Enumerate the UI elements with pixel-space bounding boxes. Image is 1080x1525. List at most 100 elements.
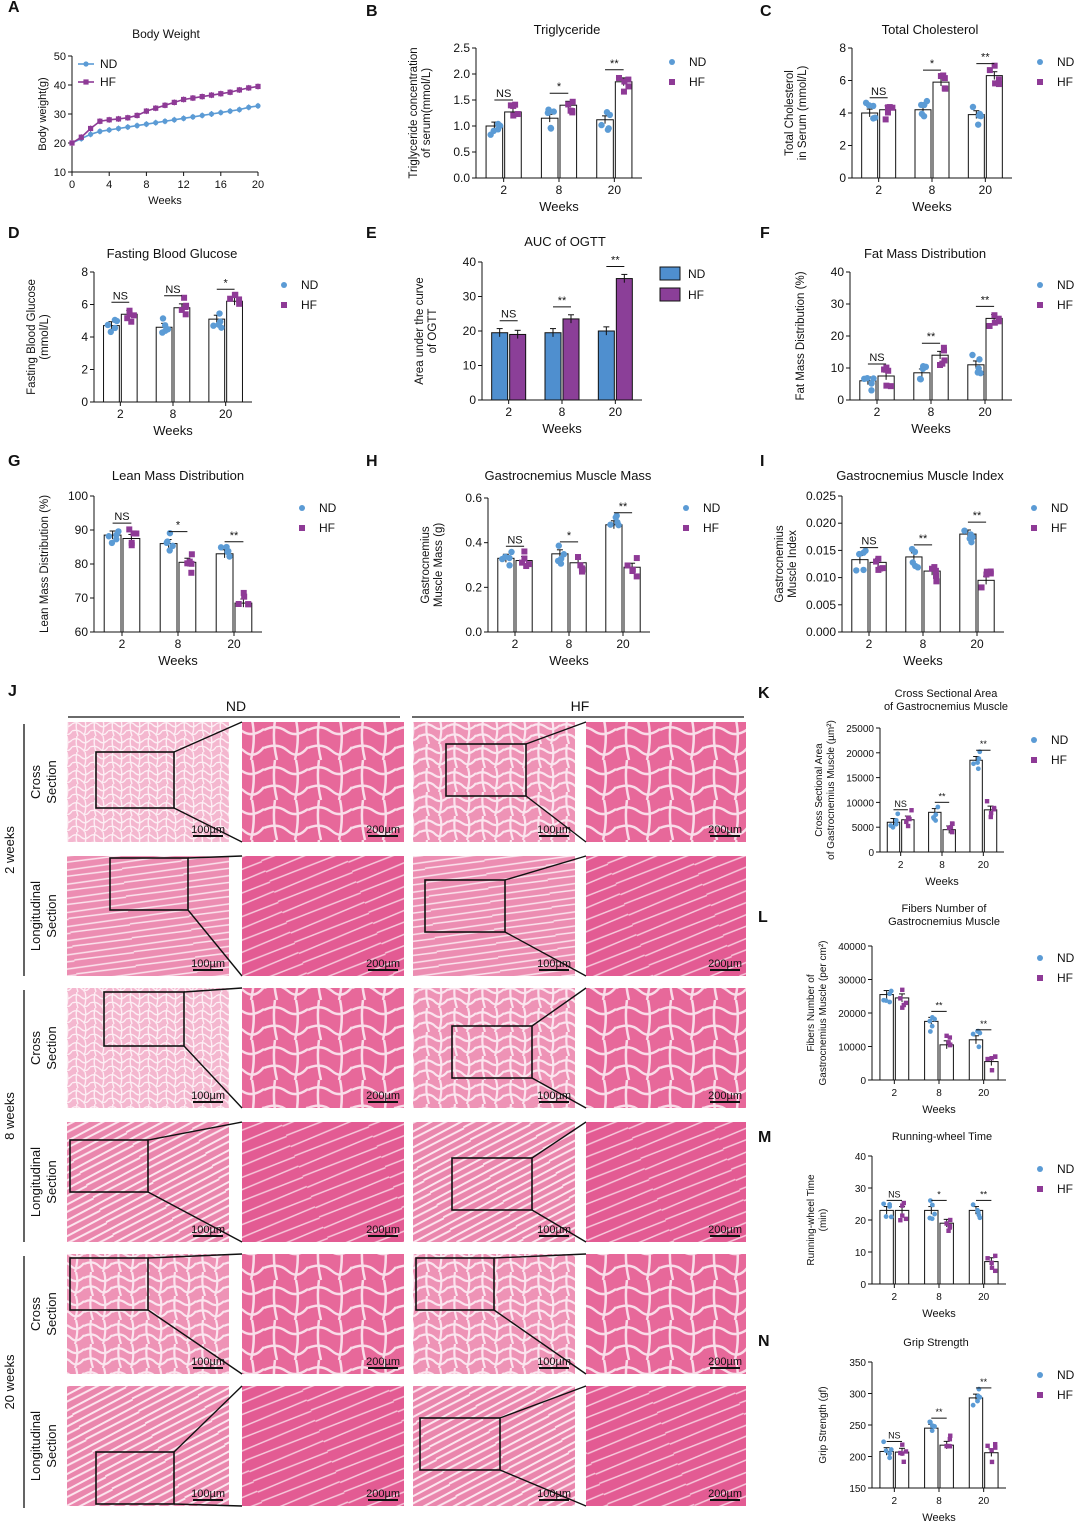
x-tick-label: 2 (875, 183, 882, 197)
data-dot-hf (947, 1436, 953, 1442)
zoom-connector (147, 1121, 243, 1141)
bar-hf-2 (894, 997, 910, 1081)
bar-nd-8 (544, 332, 562, 401)
x-tick-label: 2 (500, 183, 507, 197)
data-dot-hf (991, 805, 997, 811)
y-tick-label: 4 (839, 106, 846, 120)
data-dot-nd (908, 545, 916, 553)
zoom-connector (183, 1045, 243, 1109)
zoom-connector (531, 1077, 587, 1109)
x-axis-label: Weeks (925, 876, 959, 888)
data-dot-nd (169, 542, 176, 550)
data-dot-hf (941, 85, 948, 92)
legend-marker-nd (1037, 1372, 1043, 1378)
data-dot-nd (927, 1198, 933, 1204)
data-dot-nd (883, 1448, 889, 1454)
data-dot-hf (188, 569, 195, 576)
legend-label-nd: ND (1057, 1162, 1075, 1176)
y-tick-label: 0.010 (806, 571, 836, 585)
data-dot-nd (508, 548, 515, 556)
zoom-connector (147, 1253, 243, 1259)
legend-label-hf: HF (1057, 1182, 1073, 1196)
scale-bar-label: 100µm (191, 1488, 225, 1500)
x-tick-label: 8 (936, 1292, 942, 1303)
y-tick-label: 40 (463, 255, 477, 269)
data-dot-hf (887, 383, 894, 390)
bar-hf-8 (939, 1444, 954, 1489)
scale-bar-label: 100µm (191, 1090, 225, 1102)
data-dot-nd (931, 815, 936, 820)
significance-label: NS (113, 290, 128, 302)
x-tick-label: 20 (227, 637, 241, 651)
data-point-hf (69, 140, 75, 146)
data-dot-nd (111, 316, 119, 324)
data-dot-nd (929, 1202, 935, 1208)
data-dot-nd (560, 551, 568, 558)
y-axis-label: Lean Mass Distribution (%) (39, 495, 51, 633)
zoom-connector (531, 1209, 587, 1243)
data-dot-hf (985, 1056, 990, 1062)
x-tick-label: 2 (512, 637, 519, 651)
data-dot-nd (971, 761, 976, 767)
y-tick-label: 10 (855, 1248, 867, 1259)
micrograph-low-mag (413, 1122, 575, 1242)
x-tick-label: 20 (616, 637, 630, 651)
zoom-connector (147, 1191, 243, 1243)
data-dot-hf (946, 825, 952, 831)
y-tick-label: 0.0 (465, 625, 482, 639)
y-tick-label: 2 (839, 139, 846, 153)
data-dot-nd (929, 1023, 935, 1029)
micrograph-low-mag (413, 722, 575, 842)
data-dot-nd (975, 1207, 980, 1213)
legend-marker-hf (1031, 525, 1037, 531)
data-dot-nd (612, 514, 619, 521)
legend-marker-hf (1031, 757, 1037, 763)
data-dot-hf (884, 109, 891, 116)
data-dot-hf (232, 291, 239, 298)
y-axis-label: Total Cholesterol (784, 70, 796, 156)
data-dot-nd (922, 363, 930, 371)
chart-title: Running-wheel Time (892, 1131, 992, 1143)
y-axis-label: (min) (818, 1209, 829, 1232)
y-axis-label: in Serum (mmol/L) (797, 66, 809, 161)
data-dot-hf (932, 567, 939, 574)
zoom-inset-box (69, 1257, 149, 1311)
scale-bar-label: 100µm (537, 1224, 571, 1236)
y-tick-label: 80 (75, 557, 89, 571)
zoom-connector (525, 721, 587, 745)
significance-label: * (567, 530, 572, 542)
data-dot-hf (624, 562, 631, 569)
data-dot-nd (614, 519, 621, 526)
panel-i: I Gastrocnemius Muscle Index 0.000 0.005 0.0… (760, 453, 1069, 668)
x-axis-label: Weeks (912, 199, 952, 214)
data-dot-hf (512, 101, 519, 108)
data-dot-hf (886, 104, 893, 111)
panel-letter: N (758, 1333, 770, 1350)
y-tick-label: 40 (855, 1152, 867, 1163)
scale-bar-label: 100µm (537, 824, 571, 836)
data-dot-nd (607, 521, 614, 528)
data-dot-hf (873, 558, 880, 565)
data-dot-hf (188, 551, 195, 558)
y-axis-label: Running-wheel Time (806, 1174, 817, 1266)
data-dot-hf (940, 344, 947, 351)
x-axis-label: Weeks (911, 421, 951, 436)
data-dot-nd (888, 1214, 894, 1220)
data-point-nd (125, 124, 131, 130)
data-point-nd (208, 111, 215, 117)
y-tick-label: 0.020 (806, 516, 836, 530)
y-tick-label: 0 (868, 848, 874, 859)
data-dot-nd (868, 380, 875, 387)
data-dot-hf (883, 382, 890, 389)
data-dot-nd (887, 1202, 892, 1207)
data-dot-hf (885, 367, 892, 374)
significance-label: ** (980, 1377, 988, 1387)
scale-bar-label: 200µm (366, 1090, 400, 1102)
zoom-connector (531, 1121, 587, 1159)
y-tick-label: 2 (81, 363, 88, 377)
x-tick-label: 2 (892, 1292, 898, 1303)
x-axis-label: Weeks (922, 1308, 956, 1320)
data-dot-hf (898, 1218, 903, 1223)
bar-hf-20 (614, 81, 633, 179)
bar-hf-2 (509, 333, 527, 401)
